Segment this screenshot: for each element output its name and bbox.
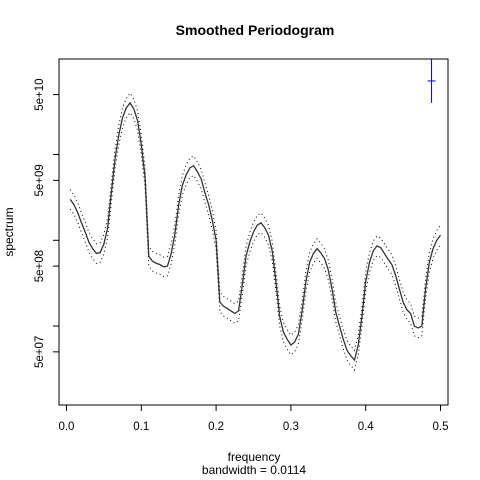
- lower-confidence-band: [69, 111, 441, 371]
- y-tick-label: 5e+07: [34, 336, 46, 368]
- x-axis-sublabel: bandwidth = 0.0114: [202, 463, 307, 477]
- y-tick-label: 5e+08: [34, 250, 46, 282]
- x-axis-label: frequency: [228, 450, 281, 464]
- y-axis-label: spectrum: [2, 207, 16, 256]
- x-axis: 0.0 0.1 0.2 0.3 0.4 0.5: [58, 405, 449, 433]
- spectrum-line: [69, 101, 442, 362]
- y-tick-label: 5e+10: [34, 78, 46, 110]
- chart-title: Smoothed Periodogram: [176, 22, 335, 38]
- x-tick-label: 0.1: [133, 421, 149, 433]
- x-tick-label: 0.3: [283, 421, 299, 433]
- x-tick-label: 0.0: [58, 421, 74, 433]
- x-tick-label: 0.2: [208, 421, 224, 433]
- upper-confidence-band: [69, 92, 441, 352]
- x-tick-label: 0.5: [433, 421, 449, 433]
- x-tick-label: 0.4: [358, 421, 375, 433]
- plot-box: [58, 58, 449, 406]
- y-tick-label: 5e+09: [34, 164, 46, 196]
- plot-area: [69, 59, 442, 371]
- y-axis: 5e+07 5e+08 5e+09 5e+10: [34, 78, 59, 368]
